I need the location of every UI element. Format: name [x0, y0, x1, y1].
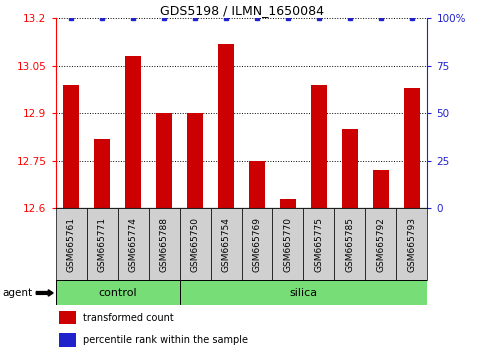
Text: GSM665775: GSM665775: [314, 217, 324, 272]
Bar: [94, 139, 110, 209]
Text: GSM665770: GSM665770: [284, 217, 293, 272]
FancyBboxPatch shape: [397, 209, 427, 280]
Text: GSM665750: GSM665750: [190, 217, 199, 272]
Bar: [342, 129, 358, 209]
FancyBboxPatch shape: [242, 209, 272, 280]
FancyBboxPatch shape: [180, 209, 211, 280]
Text: silica: silica: [289, 288, 317, 298]
Text: GSM665788: GSM665788: [159, 217, 169, 272]
Bar: [125, 56, 141, 209]
Text: GSM665769: GSM665769: [253, 217, 261, 272]
FancyBboxPatch shape: [366, 209, 397, 280]
Text: GSM665771: GSM665771: [98, 217, 107, 272]
Bar: [404, 88, 420, 209]
Bar: [311, 85, 327, 209]
Bar: [187, 114, 203, 209]
Text: GSM665774: GSM665774: [128, 217, 138, 272]
Title: GDS5198 / ILMN_1650084: GDS5198 / ILMN_1650084: [159, 4, 324, 17]
FancyBboxPatch shape: [56, 209, 86, 280]
Text: control: control: [98, 288, 137, 298]
Text: GSM665785: GSM665785: [345, 217, 355, 272]
FancyBboxPatch shape: [180, 280, 427, 306]
Text: transformed count: transformed count: [84, 313, 174, 322]
FancyBboxPatch shape: [334, 209, 366, 280]
Text: percentile rank within the sample: percentile rank within the sample: [84, 335, 248, 345]
FancyBboxPatch shape: [211, 209, 242, 280]
Bar: [59, 333, 76, 347]
Bar: [373, 171, 389, 209]
Text: GSM665793: GSM665793: [408, 217, 416, 272]
FancyBboxPatch shape: [86, 209, 117, 280]
Bar: [156, 114, 172, 209]
Bar: [280, 199, 296, 209]
Bar: [63, 85, 79, 209]
FancyBboxPatch shape: [117, 209, 149, 280]
Bar: [218, 44, 234, 209]
FancyBboxPatch shape: [56, 280, 180, 306]
FancyBboxPatch shape: [303, 209, 334, 280]
Text: agent: agent: [2, 288, 32, 298]
FancyBboxPatch shape: [149, 209, 180, 280]
Text: GSM665761: GSM665761: [67, 217, 75, 272]
Text: GSM665792: GSM665792: [376, 217, 385, 272]
Bar: [249, 161, 265, 209]
Text: GSM665754: GSM665754: [222, 217, 230, 272]
FancyBboxPatch shape: [272, 209, 303, 280]
Bar: [59, 311, 76, 324]
